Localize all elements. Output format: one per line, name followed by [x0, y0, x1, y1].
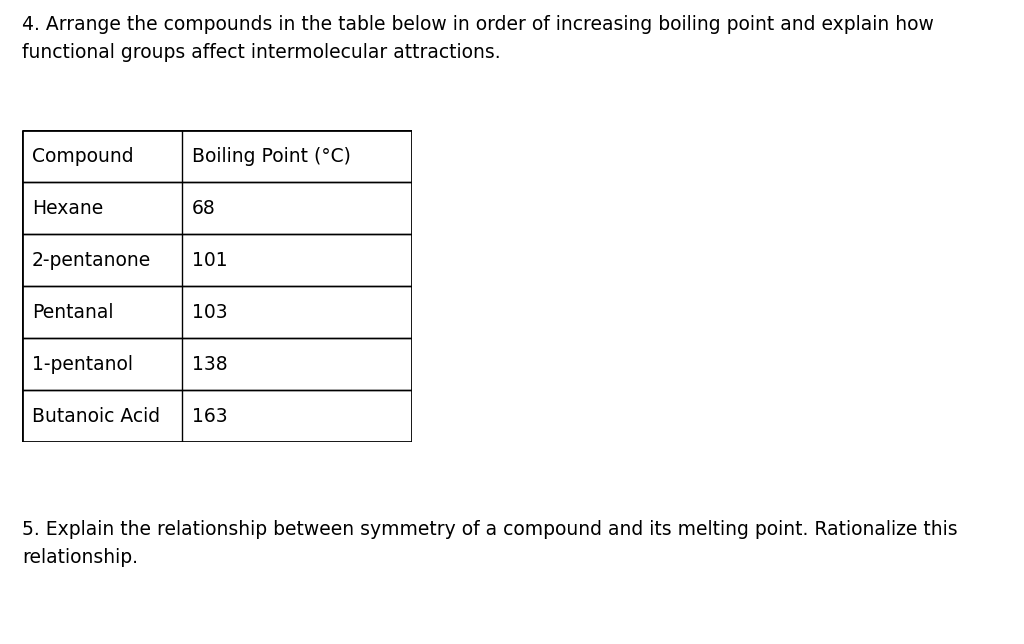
Text: 2-pentanone: 2-pentanone [32, 251, 152, 269]
Text: 101: 101 [193, 251, 227, 269]
Text: Pentanal: Pentanal [32, 303, 114, 321]
Text: Boiling Point (°C): Boiling Point (°C) [193, 146, 351, 166]
Text: 103: 103 [193, 303, 227, 321]
Text: 138: 138 [193, 354, 227, 374]
Text: Butanoic Acid: Butanoic Acid [32, 406, 160, 426]
Text: Compound: Compound [32, 146, 133, 166]
Text: 1-pentanol: 1-pentanol [32, 354, 133, 374]
Text: 4. Arrange the compounds in the table below in order of increasing boiling point: 4. Arrange the compounds in the table be… [22, 15, 934, 62]
Text: 163: 163 [193, 406, 227, 426]
Text: 5. Explain the relationship between symmetry of a compound and its melting point: 5. Explain the relationship between symm… [22, 520, 957, 567]
Text: 68: 68 [193, 198, 216, 218]
Text: Hexane: Hexane [32, 198, 103, 218]
